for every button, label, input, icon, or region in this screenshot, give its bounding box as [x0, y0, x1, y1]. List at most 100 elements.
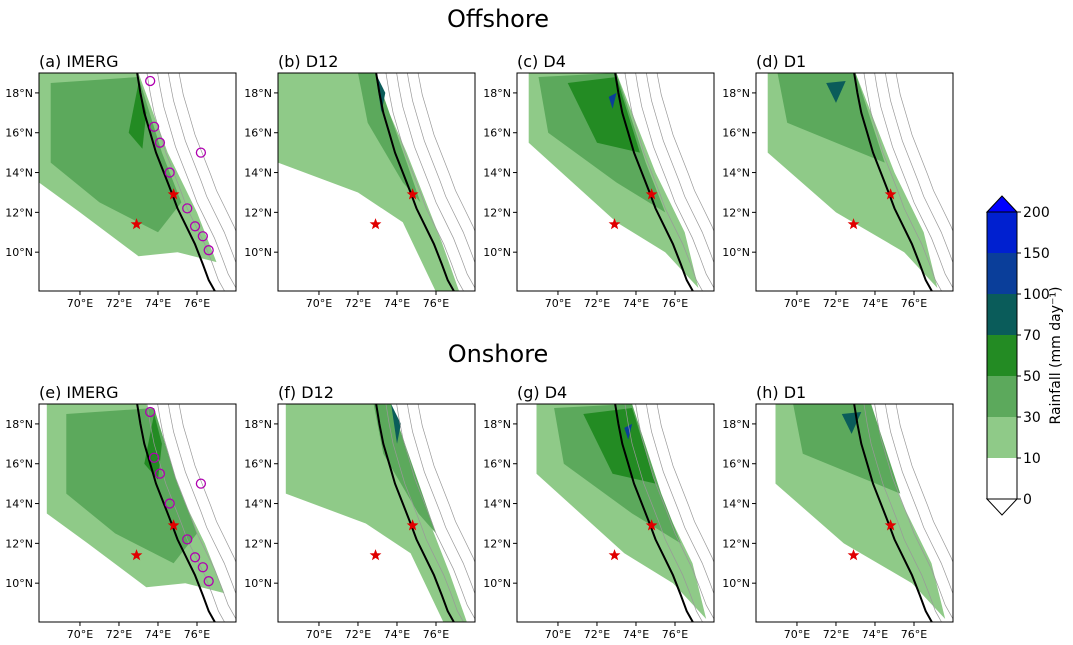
terrain-contour [157, 404, 236, 620]
terrain-contour [157, 73, 236, 289]
station-marker [154, 137, 166, 148]
y-tick-label: 12°N [244, 537, 272, 550]
map-panel: (h) D1 18°N 16°N 14°N 12°N 10°N 70°E 72°E 74°E 76… [722, 383, 954, 641]
rain-area [793, 404, 901, 494]
y-tick-label: 12°N [483, 206, 511, 219]
x-tick-label: 74°E [862, 628, 888, 641]
y-tick-label: 14°N [244, 167, 272, 180]
x-tick-label: 72°E [584, 628, 610, 641]
x-tick-label: 76°E [901, 628, 927, 641]
y-tick-label: 10°N [722, 246, 750, 259]
y-tick-label: 16°N [483, 127, 511, 140]
colorbar-tick-label: 70 [1023, 328, 1041, 344]
colorbar-bin [987, 417, 1017, 458]
terrain-contour [646, 73, 714, 264]
terrain-contour [895, 404, 953, 564]
y-tick-label: 12°N [722, 537, 750, 550]
map-field [39, 73, 236, 291]
colorbar-bin [987, 335, 1017, 376]
x-tick-label: 76°E [662, 297, 688, 310]
panel-frame [755, 72, 954, 292]
y-tick-label: 16°N [244, 458, 272, 471]
station-marker [182, 203, 193, 214]
map-panel: (b) D12 18°N 16°N 14°N 12°N 10°N 70°E 72°E 74°E 7… [244, 52, 476, 310]
rain-area [66, 408, 197, 564]
x-tick-label: 70°E [545, 628, 571, 641]
y-tick-label: 16°N [722, 127, 750, 140]
y-tick-label: 14°N [5, 167, 33, 180]
x-tick-label: 72°E [823, 628, 849, 641]
colorbar-tick-label: 0 [1023, 492, 1032, 508]
x-tick-label: 76°E [423, 297, 449, 310]
station-marker [195, 478, 207, 489]
y-tick-label: 16°N [244, 127, 272, 140]
colorbar-bin [987, 458, 1017, 499]
terrain-contour [417, 73, 475, 233]
y-tick-label: 14°N [722, 167, 750, 180]
x-tick-label: 70°E [306, 297, 332, 310]
colorbar-tick-label: 150 [1023, 246, 1050, 262]
y-tick-label: 14°N [244, 498, 272, 511]
station-marker [203, 576, 214, 587]
x-tick-label: 74°E [862, 297, 888, 310]
star-marker [645, 519, 658, 531]
map-field [528, 73, 714, 291]
terrain-contour [407, 404, 475, 595]
colorbar-tick-label: 10 [1023, 451, 1041, 467]
y-tick-label: 12°N [5, 206, 33, 219]
terrain-contour [385, 404, 464, 622]
terrain-contour [885, 404, 953, 595]
y-tick-label: 10°N [244, 246, 272, 259]
station-marker [148, 121, 160, 132]
star-marker [847, 549, 860, 561]
row-title: Offshore [447, 5, 549, 33]
x-tick-label: 70°E [67, 297, 93, 310]
rain-area [567, 77, 640, 153]
x-tick-label: 74°E [623, 628, 649, 641]
terrain-contour [178, 73, 236, 233]
map-field [278, 73, 475, 291]
terrain-contour [624, 73, 703, 291]
panel-frame [516, 72, 715, 292]
terrain-contour [863, 404, 942, 622]
star-marker [406, 519, 419, 531]
y-tick-label: 10°N [5, 577, 33, 590]
terrain-contour [624, 404, 703, 622]
panel-label: (d) D1 [756, 52, 806, 71]
y-tick-label: 18°N [5, 418, 33, 431]
x-tick-label: 72°E [584, 297, 610, 310]
star-marker [167, 188, 180, 200]
y-tick-label: 12°N [5, 537, 33, 550]
x-tick-label: 70°E [784, 628, 810, 641]
station-marker [164, 167, 175, 178]
map-panel: (f) D12 18°N 16°N 14°N 12°N 10°N 70°E 72°E 74°E 7… [244, 383, 476, 641]
y-tick-label: 16°N [5, 127, 33, 140]
map-panel: (a) IMERG 18°N 16°N 14°N 12°N 10°N 70°E 72°E 74°… [5, 52, 237, 310]
terrain-contour [146, 73, 225, 291]
station-marker [148, 452, 160, 463]
y-tick-label: 12°N [244, 206, 272, 219]
y-tick-label: 18°N [722, 87, 750, 100]
y-tick-label: 16°N [483, 458, 511, 471]
station-marker [189, 552, 201, 563]
terrain-contour [874, 73, 953, 289]
terrain-contour [385, 73, 464, 291]
station-marker [195, 147, 207, 158]
rain-area [50, 77, 182, 233]
rain-area [826, 81, 846, 103]
star-marker [369, 218, 382, 230]
colorbar-label: Rainfall (mm day⁻¹) [1048, 287, 1064, 425]
colorbar-tick-label: 50 [1023, 369, 1041, 385]
y-tick-label: 18°N [722, 418, 750, 431]
rain-area [285, 404, 467, 622]
terrain-contour [407, 73, 475, 264]
panel-label: (c) D4 [517, 52, 566, 71]
station-marker [145, 75, 156, 87]
terrain-contour [168, 404, 236, 595]
star-marker [167, 519, 180, 531]
x-tick-label: 74°E [384, 297, 410, 310]
rain-area [278, 73, 460, 291]
map-field [775, 404, 953, 622]
star-marker [130, 549, 143, 561]
terrain-contour [396, 73, 475, 289]
